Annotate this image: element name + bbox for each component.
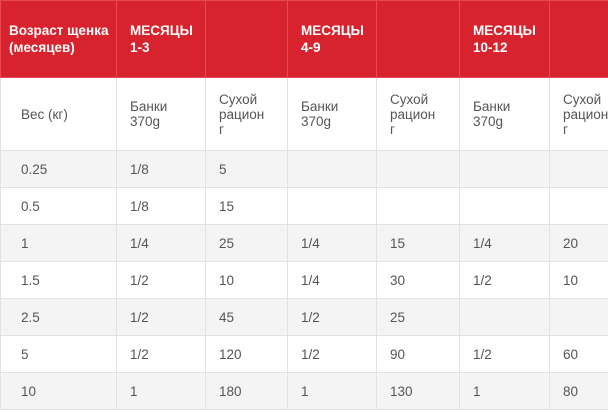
group-header-range: 4-9 bbox=[301, 40, 321, 55]
table-row: 5 1/2 120 1/2 90 1/2 60 bbox=[0, 335, 608, 373]
dry-cell bbox=[549, 150, 608, 188]
cans-header-size: 370g bbox=[301, 114, 332, 129]
dry-cell: 10 bbox=[205, 261, 288, 299]
cans-cell: 1/4 bbox=[287, 261, 377, 299]
cans-cell: 1/2 bbox=[116, 335, 206, 373]
age-header: Возраст щенка (месяцев) bbox=[0, 0, 117, 78]
cans-cell: 1/2 bbox=[287, 298, 377, 336]
dry-header-label: рацион bbox=[390, 106, 436, 122]
group-header-label: МЕСЯЦЫ bbox=[473, 23, 536, 38]
dry-cell: 130 bbox=[376, 372, 460, 410]
table-row: 0.25 1/8 5 bbox=[0, 150, 608, 188]
dry-header-label: рацион bbox=[219, 106, 265, 122]
cans-cell: 1/2 bbox=[116, 261, 206, 299]
table-row: 0.5 1/8 15 bbox=[0, 187, 608, 225]
cans-cell: 1/4 bbox=[116, 224, 206, 262]
cans-cell bbox=[459, 150, 550, 188]
table-row: 1 1/4 25 1/4 15 1/4 20 bbox=[0, 224, 608, 262]
group-header-range: 1-3 bbox=[130, 40, 150, 55]
dry-cell: 180 bbox=[205, 372, 288, 410]
cans-cell bbox=[459, 298, 550, 336]
cans-header: Банки 370g bbox=[459, 77, 550, 151]
cans-cell: 1/8 bbox=[116, 187, 206, 225]
weight-cell: 10 bbox=[0, 372, 117, 410]
group-header-1-3: МЕСЯЦЫ 1-3 bbox=[116, 0, 206, 78]
age-header-label: Возраст щенка (месяцев) bbox=[9, 23, 109, 55]
cans-cell: 1/2 bbox=[116, 298, 206, 336]
cans-cell bbox=[287, 187, 377, 225]
table-row: 1.5 1/2 10 1/4 30 1/2 10 bbox=[0, 261, 608, 299]
weight-cell: 5 bbox=[0, 335, 117, 373]
group-header-label: МЕСЯЦЫ bbox=[130, 23, 193, 38]
dry-header-unit: г bbox=[219, 121, 224, 137]
cans-cell: 1 bbox=[459, 372, 550, 410]
cans-cell: 1/2 bbox=[459, 335, 550, 373]
group-header-label: МЕСЯЦЫ bbox=[301, 23, 364, 38]
weight-header-label: Вес (кг) bbox=[21, 106, 68, 122]
cans-cell bbox=[287, 150, 377, 188]
header-row: Возраст щенка (месяцев) МЕСЯЦЫ 1-3 МЕСЯЦ… bbox=[0, 0, 608, 78]
subheader-row: Вес (кг) Банки 370g Сухой рацион г Банки… bbox=[0, 77, 608, 151]
dry-header-unit: г bbox=[563, 121, 568, 137]
group-header-spacer bbox=[376, 0, 460, 78]
cans-header-size: 370g bbox=[473, 114, 504, 129]
dry-cell: 20 bbox=[549, 224, 608, 262]
cans-header-label: Банки bbox=[473, 99, 511, 114]
cans-cell: 1 bbox=[287, 372, 377, 410]
dry-header: Сухой рацион г bbox=[376, 77, 460, 151]
dry-header: Сухой рацион г bbox=[549, 77, 608, 151]
dry-cell bbox=[376, 150, 460, 188]
dry-cell: 15 bbox=[205, 187, 288, 225]
group-header-10-12: МЕСЯЦЫ 10-12 bbox=[459, 0, 550, 78]
table-row: 10 1 180 1 130 1 80 bbox=[0, 372, 608, 410]
dry-header-label: Сухой bbox=[563, 91, 602, 107]
dry-header: Сухой рацион г bbox=[205, 77, 288, 151]
dry-cell bbox=[549, 187, 608, 225]
cans-cell: 1 bbox=[116, 372, 206, 410]
cans-cell: 1/2 bbox=[459, 261, 550, 299]
cans-header-size: 370g bbox=[130, 114, 161, 129]
dry-cell bbox=[376, 187, 460, 225]
group-header-4-9: МЕСЯЦЫ 4-9 bbox=[287, 0, 377, 78]
weight-cell: 2.5 bbox=[0, 298, 117, 336]
cans-header-label: Банки bbox=[301, 99, 339, 114]
dry-cell: 60 bbox=[549, 335, 608, 373]
cans-cell bbox=[459, 187, 550, 225]
weight-cell: 1.5 bbox=[0, 261, 117, 299]
weight-header: Вес (кг) bbox=[0, 77, 117, 151]
cans-header: Банки 370g bbox=[287, 77, 377, 151]
dry-cell: 120 bbox=[205, 335, 288, 373]
group-header-spacer bbox=[205, 0, 288, 78]
dry-cell: 30 bbox=[376, 261, 460, 299]
dry-cell: 25 bbox=[205, 224, 288, 262]
cans-cell: 1/2 bbox=[287, 335, 377, 373]
dry-cell: 5 bbox=[205, 150, 288, 188]
weight-cell: 0.25 bbox=[0, 150, 117, 188]
dry-cell bbox=[549, 298, 608, 336]
cans-header-label: Банки bbox=[130, 99, 168, 114]
dry-cell: 25 bbox=[376, 298, 460, 336]
dry-cell: 45 bbox=[205, 298, 288, 336]
weight-cell: 0.5 bbox=[0, 187, 117, 225]
weight-cell: 1 bbox=[0, 224, 117, 262]
dry-header-label: Сухой bbox=[390, 91, 429, 107]
group-header-spacer bbox=[549, 0, 608, 78]
cans-cell: 1/4 bbox=[459, 224, 550, 262]
group-header-range: 10-12 bbox=[473, 40, 508, 55]
dry-header-unit: г bbox=[390, 121, 395, 137]
cans-cell: 1/8 bbox=[116, 150, 206, 188]
dry-header-label: рацион bbox=[563, 106, 608, 122]
dry-cell: 15 bbox=[376, 224, 460, 262]
table-row: 2.5 1/2 45 1/2 25 bbox=[0, 298, 608, 336]
dry-header-label: Сухой bbox=[219, 91, 258, 107]
dry-cell: 10 bbox=[549, 261, 608, 299]
dry-cell: 80 bbox=[549, 372, 608, 410]
cans-header: Банки 370g bbox=[116, 77, 206, 151]
dry-cell: 90 bbox=[376, 335, 460, 373]
cans-cell: 1/4 bbox=[287, 224, 377, 262]
